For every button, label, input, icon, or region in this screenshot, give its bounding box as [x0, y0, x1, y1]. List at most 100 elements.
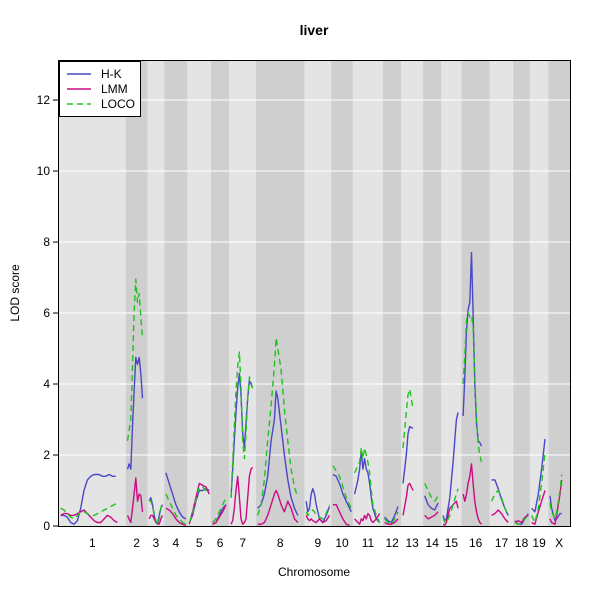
- series-h-k-segment-9: [305, 488, 331, 524]
- series-loco-segment-8: [257, 337, 299, 516]
- x-tick-label-16: 16: [469, 536, 483, 550]
- chromosome-band-10: [331, 61, 353, 526]
- chromosome-band-13: [401, 61, 424, 526]
- chromosome-band-X: [548, 61, 570, 526]
- y-tick-label-0: 0: [43, 519, 50, 533]
- chromosome-band-9: [304, 61, 332, 526]
- series-lmm-segment-9: [305, 515, 331, 524]
- legend-label-lmm: LMM: [101, 82, 128, 96]
- x-tick-label-1: 1: [89, 536, 96, 550]
- series-h-k-segment-8: [257, 390, 299, 516]
- x-tick-label-3: 3: [153, 536, 160, 550]
- series-loco-segment-3: [148, 498, 164, 525]
- series-lmm-segment-1: [60, 509, 118, 524]
- series-loco-segment-5: [188, 486, 210, 523]
- y-axis: 0 2 4 6 8 10 12: [37, 93, 59, 533]
- series-loco-segment-11: [353, 447, 381, 523]
- y-tick-label-8: 8: [43, 235, 50, 249]
- chromosome-band-3: [147, 61, 165, 526]
- chromosome-band-4: [164, 61, 188, 526]
- series-h-k-segment-4: [165, 472, 187, 520]
- series-h-k-segment-19: [531, 438, 546, 513]
- series-h-k-segment-11: [353, 450, 381, 523]
- y-tick-label-12: 12: [37, 93, 51, 107]
- series-lmm-segment-19: [531, 490, 546, 525]
- chromosome-band-8: [256, 61, 305, 526]
- legend-label-h-k: H-K: [101, 67, 122, 81]
- y-tick-label-6: 6: [43, 306, 50, 320]
- y-tick-label-10: 10: [37, 164, 51, 178]
- x-tick-label-5: 5: [196, 536, 203, 550]
- series-loco-segment-7: [230, 351, 254, 498]
- chromosome-band-18: [513, 61, 530, 526]
- series-h-k-segment-5: [188, 488, 210, 523]
- chromosome-band-2: [125, 61, 148, 526]
- series-loco-segment-10: [332, 465, 352, 509]
- series-lmm-segment-3: [148, 514, 164, 525]
- chromosome-band-17: [489, 61, 514, 526]
- x-tick-label-18: 18: [515, 536, 529, 550]
- series-loco-segment-9: [305, 504, 331, 520]
- x-tick-label-10: 10: [335, 536, 349, 550]
- series-loco-segment-20: [549, 474, 563, 520]
- series-loco-segment-15: [442, 488, 459, 524]
- series-loco-segment-13: [402, 388, 414, 448]
- chromosome-band-14: [423, 61, 442, 526]
- series-lmm-segment-15: [442, 500, 459, 526]
- chromosome-band-15: [441, 61, 462, 526]
- x-tick-label-13: 13: [406, 536, 420, 550]
- x-tick-label-15: 15: [445, 536, 459, 550]
- series-h-k-segment-12: [384, 506, 399, 524]
- y-axis-label: LOD score: [8, 264, 22, 322]
- lod-curves: [60, 252, 563, 526]
- series-lmm-segment-16: [462, 463, 482, 525]
- series-loco-segment-18: [514, 514, 529, 525]
- series-h-k-segment-1: [60, 473, 116, 525]
- x-tick-label-9: 9: [314, 536, 321, 550]
- chromosome-bands: [59, 61, 570, 526]
- chromosome-band-5: [187, 61, 211, 526]
- x-tick-label-4: 4: [173, 536, 180, 550]
- x-tick-label-8: 8: [277, 536, 284, 550]
- x-tick-label-12: 12: [385, 536, 399, 550]
- series-loco-segment-16: [462, 312, 483, 463]
- chromosome-band-11: [352, 61, 383, 526]
- x-tick-label-6: 6: [217, 536, 224, 550]
- series-lmm-segment-11: [354, 512, 381, 525]
- series-loco-segment-17: [490, 489, 509, 516]
- x-tick-label-11: 11: [362, 536, 375, 550]
- series-lmm-segment-8: [257, 489, 299, 525]
- series-h-k-segment-7: [230, 372, 254, 498]
- x-tick-label-7: 7: [239, 536, 246, 550]
- x-tick-label-14: 14: [426, 536, 440, 550]
- series-loco-segment-19: [530, 453, 546, 524]
- series-loco-segment-2: [126, 278, 144, 441]
- x-tick-label-19: 19: [532, 536, 546, 550]
- series-lmm-segment-2: [126, 477, 144, 524]
- x-tick-label-X: X: [555, 536, 563, 550]
- series-h-k-segment-13: [402, 425, 414, 484]
- y-tick-label-2: 2: [43, 448, 50, 462]
- x-axis-label: Chromosome: [278, 565, 350, 579]
- chromosome-band-12: [382, 61, 402, 526]
- series-h-k-segment-14: [424, 495, 439, 511]
- chromosome-band-19: [529, 61, 549, 526]
- series-loco-segment-1: [60, 502, 118, 520]
- horizontal-gridlines: [59, 99, 570, 456]
- series-lmm-segment-12: [384, 518, 399, 525]
- series-lmm-segment-7: [230, 466, 254, 525]
- series-loco-segment-12: [384, 511, 399, 525]
- chromosome-band-16: [461, 61, 490, 526]
- series-lmm-segment-18: [514, 514, 529, 524]
- y-tick-label-4: 4: [43, 377, 50, 391]
- x-axis: 1 2 3 4 5 6 7 8 9 10 11 12 13 14 15 16 17 18 19 X: [89, 536, 563, 550]
- series-lmm-segment-13: [402, 482, 414, 516]
- chromosome-band-6: [210, 61, 230, 526]
- series-h-k-segment-2: [126, 356, 144, 470]
- legend-label-loco: LOCO: [101, 97, 135, 111]
- series-loco-segment-14: [424, 483, 439, 502]
- chart-title: liver: [300, 22, 329, 38]
- series-lmm-segment-4: [165, 507, 187, 526]
- series-h-k-segment-10: [332, 473, 352, 513]
